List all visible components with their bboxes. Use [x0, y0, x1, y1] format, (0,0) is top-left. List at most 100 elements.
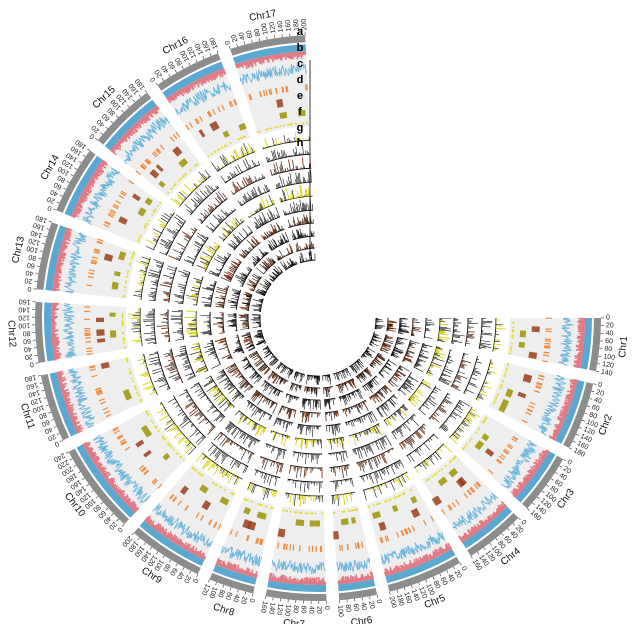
- chr11-track-d-square: [100, 361, 110, 370]
- chr2-track-b-line: [538, 375, 567, 436]
- chr2-tick-mark: [593, 383, 597, 385]
- chr5-hist-bars: [359, 460, 405, 484]
- chr13-hist-bars-color: [136, 257, 151, 300]
- chr17-track-f-dot: [294, 122, 297, 125]
- chr13-hist-bars: [162, 265, 177, 303]
- chr3-track-b-line: [500, 439, 537, 489]
- chr3-track-background: [459, 413, 546, 495]
- chr5-track-a-pink: [384, 542, 453, 577]
- chr5-track-e-block: [391, 504, 399, 513]
- chr14-track-f-dot: [137, 240, 140, 242]
- chr4-track-b-line: [452, 492, 499, 530]
- chr7-track-f-dot: [294, 511, 297, 514]
- chr5-tick-label: 20: [453, 569, 463, 579]
- chr17-tick-mark: [243, 41, 246, 45]
- chr14-hist-baseline: [165, 220, 187, 256]
- track-letter-f: f: [298, 106, 302, 118]
- chr16-track-f-dot: [207, 155, 210, 158]
- chr10-track-f-dot: [169, 444, 172, 447]
- chr15-track-f-dot: [167, 191, 170, 194]
- chr16-hist-bars: [264, 222, 283, 239]
- chr12-hist-bars: [250, 314, 261, 328]
- chr17-tick-label: 140: [277, 20, 285, 33]
- chr1-hist-bars-color: [492, 318, 506, 352]
- chr17-ideogram: [230, 35, 306, 56]
- chr16-track-f-dot: [217, 148, 220, 151]
- chr4-hist-bars: [349, 358, 365, 374]
- chr12-tick-label: 120: [18, 314, 30, 321]
- chr6-hist-baseline: [327, 436, 344, 441]
- chr7-track-f-dot: [321, 512, 324, 515]
- chr4-track-f-dot: [444, 464, 447, 467]
- chr14-track-f-dot: [153, 210, 156, 213]
- chr17-tick-label: 100: [261, 22, 270, 35]
- chr8-track-f-dot: [246, 499, 249, 502]
- chr8-track-f-dot: [250, 500, 253, 503]
- chr3-tick-mark: [537, 496, 540, 500]
- chr4-tick-mark: [470, 555, 473, 559]
- chr2-track-a-pink: [548, 378, 578, 441]
- chr8-hist-bars: [293, 371, 305, 383]
- chr17-tick-label: 200: [301, 18, 309, 30]
- chr5-tick-mark: [396, 589, 398, 593]
- chr15-hist-bars-color: [170, 175, 209, 207]
- chr3-hist-baseline: [378, 358, 390, 374]
- chr7-hist-bars: [306, 374, 320, 386]
- chr1-track-c-marks: [541, 317, 553, 363]
- chr8-label: Chr8: [212, 602, 236, 619]
- chr2-track-c-marks: [521, 374, 545, 424]
- chr15-track-a-pink: [109, 105, 160, 156]
- chr9-track-background: [147, 463, 237, 556]
- chr17-track-f-dot: [256, 131, 259, 134]
- chr9-hist-bars-color: [237, 411, 267, 437]
- chr13-tick-mark: [35, 273, 39, 275]
- chr3-hist-bars-color: [370, 354, 386, 367]
- chr16-track-f-dot: [214, 150, 217, 153]
- chr7-tick-label: 0: [323, 606, 330, 610]
- chr14-tick-mark: [63, 187, 67, 190]
- chr16-hist-bars-color: [249, 196, 275, 218]
- chr15-hist-baseline: [233, 231, 253, 251]
- chr1-hist-baseline: [451, 317, 455, 344]
- chr9-track-f-dot: [192, 467, 195, 470]
- chr2-hist-bars: [369, 332, 382, 347]
- chr6-hist-bars: [324, 398, 336, 410]
- chr15-ideogram: [97, 92, 152, 145]
- chr11-tick-mark: [59, 440, 64, 442]
- chr5-tick-label: 0: [459, 565, 467, 572]
- chr6-label: Chr6: [350, 615, 373, 624]
- chr6-tick-mark: [376, 594, 378, 598]
- chr12-hist-bars: [200, 312, 212, 336]
- chr5-hist-bars: [332, 368, 352, 381]
- chr1-track-a-blue: [580, 318, 592, 370]
- chr13-track-f-dot: [128, 263, 131, 266]
- chr16-track-f-dot: [240, 137, 242, 140]
- chr2-tick-mark: [581, 419, 585, 422]
- chr5-track-f-dot: [367, 505, 370, 508]
- chr16-tick-label: 40: [160, 64, 170, 74]
- chr2-track-d-square: [522, 373, 533, 384]
- chr6-hist-bars-color: [325, 410, 339, 422]
- chr12-track-a-pink: [50, 302, 62, 361]
- chr3-track-f-dot: [461, 448, 464, 451]
- chr13-tick-label: 20: [24, 276, 33, 284]
- chr16-hist-bars-color: [220, 143, 255, 169]
- chr14-tick-label: 0: [47, 204, 53, 212]
- chr1-tick-mark: [597, 363, 601, 365]
- chr5-track-e-block: [371, 511, 382, 519]
- chr1-track-f-dot: [509, 352, 512, 355]
- chr8-hist-bars-color: [248, 483, 277, 498]
- chr1-tick-label: 0: [606, 315, 610, 322]
- chr8-track-d-square: [246, 520, 257, 531]
- track-letter-e: e: [297, 90, 303, 102]
- chr16-tick-label: 100: [179, 49, 191, 63]
- chr3-tick-mark: [527, 508, 530, 511]
- chr11-hist-bars: [232, 334, 244, 354]
- chr11-hist-bars: [163, 348, 183, 383]
- chr9-track-f-dot: [223, 488, 226, 491]
- chr2-tick-mark: [578, 426, 582, 429]
- chr2-hist-bars: [390, 337, 408, 358]
- chr15-track-f-dot: [172, 185, 175, 187]
- chr6-track-f-dot: [352, 509, 355, 512]
- chr13-tick-label: 140: [30, 229, 43, 239]
